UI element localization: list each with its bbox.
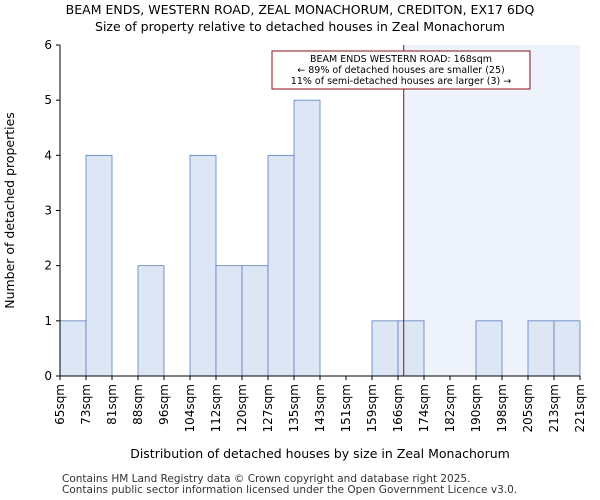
- y-tick-label: 6: [44, 38, 52, 52]
- x-tick-label: 112sqm: [209, 384, 223, 432]
- y-tick-label: 3: [44, 204, 52, 218]
- x-tick-label: 81sqm: [105, 384, 119, 425]
- footer-licence: Contains public sector information licen…: [62, 484, 518, 496]
- x-tick-label: 159sqm: [365, 384, 379, 432]
- bar: [475, 320, 503, 377]
- footer-copyright: Contains HM Land Registry data © Crown c…: [62, 473, 471, 485]
- x-tick-label: 205sqm: [521, 384, 535, 432]
- y-axis-title: Number of detached properties: [2, 112, 17, 309]
- bar: [59, 320, 87, 377]
- bar: [397, 320, 425, 377]
- annotation-line: 11% of semi-detached houses are larger (…: [291, 76, 511, 87]
- x-tick-label: 104sqm: [183, 384, 197, 432]
- x-tick-label: 73sqm: [79, 384, 93, 425]
- bar: [553, 320, 581, 377]
- y-tick-label: 5: [44, 93, 52, 107]
- x-tick-label: 135sqm: [287, 384, 301, 432]
- x-tick-label: 198sqm: [495, 384, 509, 432]
- annotation-line: BEAM ENDS WESTERN ROAD: 168sqm: [310, 54, 492, 65]
- x-tick-label: 65sqm: [53, 384, 67, 425]
- x-tick-label: 174sqm: [417, 384, 431, 432]
- x-tick-label: 190sqm: [469, 384, 483, 432]
- bar: [371, 320, 399, 377]
- bar: [85, 154, 113, 377]
- x-tick-label: 120sqm: [235, 384, 249, 432]
- y-tick-label: 4: [44, 148, 52, 162]
- bar: [527, 320, 555, 377]
- x-tick-label: 182sqm: [443, 384, 457, 432]
- y-tick-label: 2: [44, 259, 52, 273]
- x-tick-label: 151sqm: [339, 384, 353, 432]
- annotation-box: [271, 50, 531, 90]
- x-axis-title: Distribution of detached houses by size …: [130, 446, 510, 461]
- bar: [137, 265, 165, 377]
- x-tick-label: 213sqm: [547, 384, 561, 432]
- bar: [189, 154, 217, 377]
- chart-subtitle: Size of property relative to detached ho…: [95, 19, 505, 34]
- annotation-line: ← 89% of detached houses are smaller (25…: [297, 65, 504, 76]
- x-tick-label: 96sqm: [157, 384, 171, 425]
- x-tick-label: 143sqm: [313, 384, 327, 432]
- bar: [293, 99, 321, 377]
- bar: [215, 265, 243, 377]
- x-tick-label: 221sqm: [573, 384, 587, 432]
- y-tick-label: 0: [44, 369, 52, 383]
- y-tick-label: 1: [44, 314, 52, 328]
- x-tick-label: 166sqm: [391, 384, 405, 432]
- bar: [241, 265, 269, 377]
- x-tick-label: 88sqm: [131, 384, 145, 425]
- bar: [267, 154, 295, 377]
- x-tick-label: 127sqm: [261, 384, 275, 432]
- chart-title: BEAM ENDS, WESTERN ROAD, ZEAL MONACHORUM…: [65, 2, 535, 17]
